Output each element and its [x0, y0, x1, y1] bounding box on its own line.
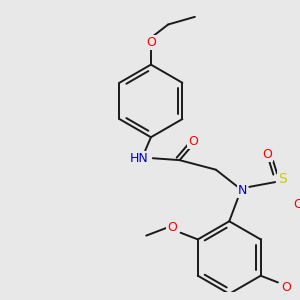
Text: O: O [167, 221, 177, 235]
Text: N: N [238, 184, 247, 197]
Text: HN: HN [130, 152, 149, 165]
Text: S: S [278, 172, 287, 186]
Text: O: O [146, 36, 156, 49]
Text: O: O [188, 134, 198, 148]
Text: O: O [262, 148, 272, 161]
Text: O: O [293, 198, 300, 211]
Text: O: O [281, 281, 291, 294]
